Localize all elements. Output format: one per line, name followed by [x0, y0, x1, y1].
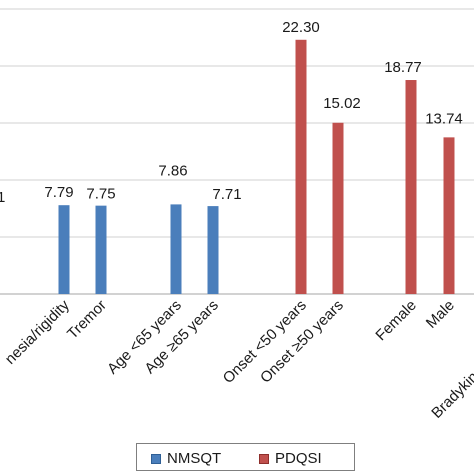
- value-label-5: 15.02: [323, 95, 361, 112]
- bar-7: [443, 137, 455, 294]
- value-label-3: 7.71: [212, 186, 241, 203]
- value-label-4: 22.30: [282, 19, 320, 36]
- value-label-7: 13.74: [425, 110, 463, 127]
- bar-4: [295, 39, 307, 294]
- bar-0: [58, 205, 70, 294]
- bar-5: [332, 122, 344, 294]
- legend-label-pdqsi: PDQSI: [275, 450, 322, 467]
- value-label-2: 7.86: [158, 162, 187, 179]
- category-label-0: nesia/rigidity: [2, 296, 73, 367]
- bar-6: [405, 80, 417, 294]
- value-label-1: 7.75: [86, 186, 115, 203]
- bar-1: [95, 205, 107, 294]
- grid-lines: [0, 8, 474, 295]
- value-label-6: 18.77: [384, 59, 422, 76]
- legend-swatch-pdqsi: [259, 453, 269, 464]
- value-label-partial: 1: [0, 189, 5, 206]
- value-labels: 7.79 7.75 7.86 7.71 22.30 15.02 18.77 13.74: [44, 19, 462, 203]
- value-label-0: 7.79: [44, 184, 73, 201]
- legend: NMSQT PDQSI: [136, 443, 355, 471]
- category-label-7: Male: [423, 297, 458, 332]
- legend-swatch-nmsqt: [151, 453, 161, 464]
- legend-item-nmsqt: NMSQT: [151, 450, 221, 467]
- legend-label-nmsqt: NMSQT: [167, 450, 222, 467]
- category-label-6: Female: [372, 297, 419, 344]
- bar-3: [207, 206, 219, 294]
- bars: [58, 39, 455, 294]
- bar-2: [170, 204, 182, 294]
- category-label-1: Tremor: [64, 297, 110, 343]
- legend-item-pdqsi: PDQSI: [259, 450, 322, 467]
- category-label-partial: Bradykinesi: [428, 355, 474, 422]
